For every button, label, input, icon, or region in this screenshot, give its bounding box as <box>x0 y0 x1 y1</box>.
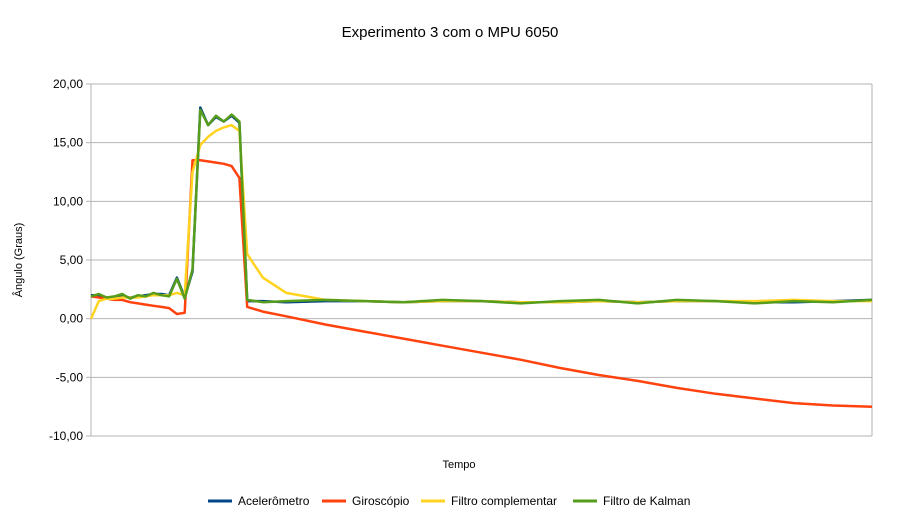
y-tick-label: 5,00 <box>60 253 84 267</box>
series-line <box>90 159 873 408</box>
y-tick-label: -5,00 <box>56 370 84 384</box>
y-tick-label: -10,00 <box>49 429 83 443</box>
y-axis-label: Ângulo (Graus) <box>12 223 25 298</box>
series-lines <box>89 106 873 408</box>
legend-label: Giroscópio <box>352 494 410 508</box>
legend-label: Filtro de Kalman <box>603 494 690 508</box>
x-axis-label: Tempo <box>442 459 475 471</box>
y-tick-label: 15,00 <box>53 136 83 150</box>
series-line <box>90 108 873 305</box>
chart-title: Experimento 3 com o MPU 6050 <box>342 24 559 41</box>
y-axis-ticks: 20,00 15,00 10,00 5,00 0,00 -5,00 -10,00 <box>49 77 91 443</box>
chart-grid <box>90 83 873 437</box>
legend-label: Filtro complementar <box>451 494 557 508</box>
chart-legend: Acelerômetro Giroscópio Filtro complementa… <box>208 494 690 508</box>
y-tick-label: 20,00 <box>53 77 83 91</box>
y-tick-label: 10,00 <box>53 194 83 208</box>
legend-label: Acelerômetro <box>238 494 310 508</box>
series-line <box>89 123 872 320</box>
y-tick-label: 0,00 <box>60 312 84 326</box>
